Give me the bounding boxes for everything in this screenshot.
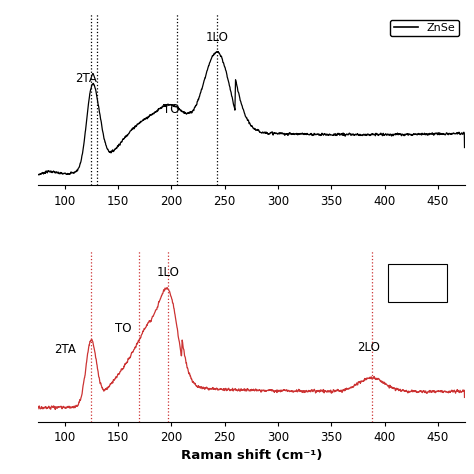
Text: 2LO: 2LO xyxy=(357,341,380,354)
Bar xyxy=(388,264,447,302)
X-axis label: Raman shift (cm⁻¹): Raman shift (cm⁻¹) xyxy=(181,449,322,463)
Text: TO: TO xyxy=(115,322,131,335)
Text: TO: TO xyxy=(163,103,180,116)
Text: 2TA: 2TA xyxy=(54,343,76,356)
Legend: ZnSe: ZnSe xyxy=(390,20,459,36)
Text: 2TA: 2TA xyxy=(75,72,97,85)
Text: 1LO: 1LO xyxy=(206,31,228,44)
Text: 1LO: 1LO xyxy=(156,266,180,279)
